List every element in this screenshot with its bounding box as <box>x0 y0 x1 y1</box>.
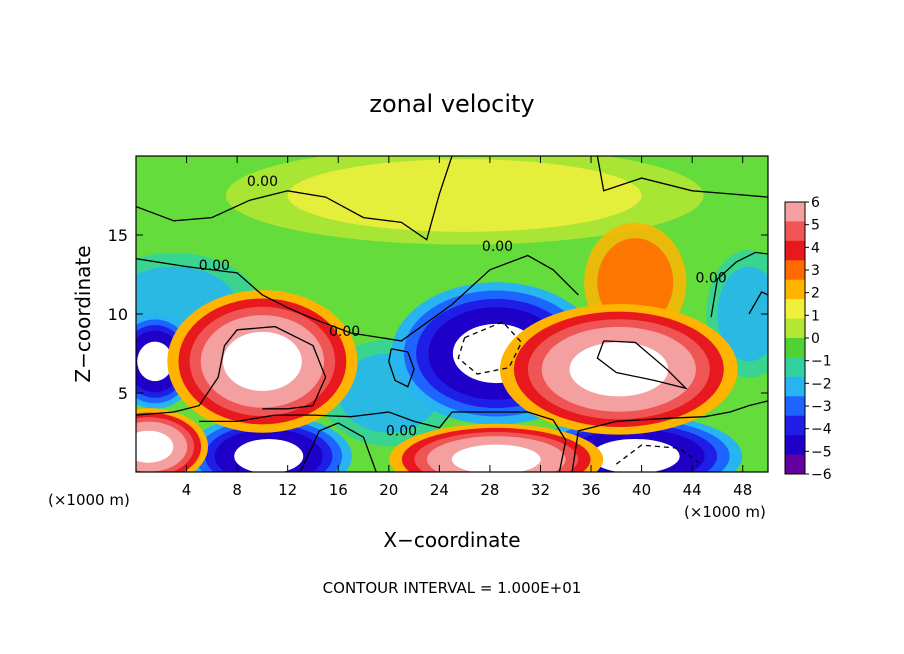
y-tick-label: 10 <box>108 305 128 324</box>
colorbar-swatch <box>785 202 805 222</box>
x-tick-label: 16 <box>329 481 348 499</box>
colorbar-tick-label: −5 <box>811 444 832 460</box>
colorbar-swatch <box>785 318 805 339</box>
contour-label: 0.00 <box>247 174 278 190</box>
x-axis-label: X−coordinate <box>383 528 520 552</box>
x-tick-label: 4 <box>182 481 192 499</box>
x-tick-label: 12 <box>278 481 297 499</box>
contour-label: 0.00 <box>696 270 727 286</box>
contour-label: 0.00 <box>386 424 417 440</box>
colorbar-tick-label: −2 <box>811 376 832 392</box>
colorbar-swatch <box>785 279 805 300</box>
contour-line-closed <box>596 340 688 390</box>
colorbar-tick-label: 0 <box>811 331 820 347</box>
colorbar-swatch <box>785 260 805 281</box>
positive-core-3 <box>136 408 209 472</box>
chart-title: zonal velocity <box>369 90 534 118</box>
contour-label: 0.00 <box>329 324 360 340</box>
x-tick-label: 32 <box>531 481 550 499</box>
negative-core-ring <box>137 341 173 382</box>
x-tick-label: 48 <box>733 481 752 499</box>
colorbar-swatch <box>785 357 805 378</box>
x-axis: 4 8 12 16 20 24 28 32 36 40 44 48 <box>182 156 752 499</box>
positive-core-ring <box>136 430 174 463</box>
positive-core-2 <box>389 423 604 472</box>
negative-core-2 <box>185 414 352 472</box>
y-axis-label: Z−coordinate <box>71 245 95 382</box>
contour-line <box>596 156 768 198</box>
contour-label: 0.00 <box>482 239 513 255</box>
positive-core-ring <box>222 331 302 391</box>
contour-line-closed <box>388 348 415 388</box>
contour-line <box>136 156 453 241</box>
colorbar-swatch <box>785 396 805 417</box>
colorbar-tick-label: 5 <box>811 218 820 234</box>
contour-lines <box>136 156 768 472</box>
contour-labels: 0.00 0.00 0.00 0.00 0.00 0.00 <box>199 174 727 440</box>
colorbar-tick-label: −6 <box>811 467 832 483</box>
colorbar-swatch <box>785 415 805 436</box>
x-tick-label: 8 <box>232 481 242 499</box>
positive-core-ring <box>451 444 541 472</box>
yellow-band-ring <box>287 159 642 232</box>
colorbar-tick-label: −4 <box>811 422 832 438</box>
contour-line <box>136 254 579 342</box>
contour-line <box>710 251 768 318</box>
y-axis: 5 10 15 <box>108 226 768 403</box>
positive-core-1 <box>500 303 738 435</box>
colorbar-tick-label: 2 <box>811 286 820 302</box>
colorbar-swatch <box>785 338 805 358</box>
negative-core-ring <box>590 438 680 472</box>
x-tick-label: 44 <box>683 481 702 499</box>
x-unit-right: (×1000 m) <box>684 503 766 521</box>
x-tick-label: 20 <box>379 481 398 499</box>
negative-core-ring <box>234 438 304 472</box>
positive-core-ring <box>569 342 669 397</box>
colorbar-swatch <box>785 435 805 456</box>
colorbar-tick-label: 6 <box>811 195 820 211</box>
colorbar-tick-label: −3 <box>811 399 832 415</box>
x-tick-label: 28 <box>480 481 499 499</box>
colorbar-swatch <box>785 240 805 261</box>
colorbar-tick-label: 4 <box>811 240 820 256</box>
colorbar-tick-label: 1 <box>811 308 820 324</box>
contour-interval-note: CONTOUR INTERVAL = 1.000E+01 <box>323 579 582 597</box>
colorbar-swatch <box>785 221 805 242</box>
contour-line-dashed <box>457 321 523 375</box>
yellow-band-0 <box>225 156 704 245</box>
cyan-band-ring <box>717 266 768 362</box>
colorbar-swatch <box>785 376 805 397</box>
colorbar: 6 5 4 3 2 1 0 −1 −2 −3 −4 −5 −6 <box>784 195 832 483</box>
x-unit-left: (×1000 m) <box>48 491 130 509</box>
x-tick-label: 24 <box>430 481 449 499</box>
y-tick-label: 15 <box>108 226 128 245</box>
contour-label: 0.00 <box>199 258 230 274</box>
positive-core-0 <box>167 290 358 433</box>
colorbar-swatch <box>785 454 805 475</box>
y-tick-label: 5 <box>118 384 128 403</box>
contour-line <box>136 325 327 416</box>
contour-line-dashed <box>615 444 699 465</box>
x-tick-label: 36 <box>581 481 600 499</box>
colorbar-swatch <box>785 299 805 320</box>
colorbar-tick-label: 3 <box>811 263 820 279</box>
contour-line <box>299 422 377 472</box>
x-tick-label: 40 <box>632 481 651 499</box>
contour-line <box>571 400 768 472</box>
contour-line <box>748 291 768 315</box>
colorbar-tick-label: −1 <box>811 354 832 370</box>
contour-line <box>199 411 567 472</box>
velocity-field <box>136 156 768 472</box>
